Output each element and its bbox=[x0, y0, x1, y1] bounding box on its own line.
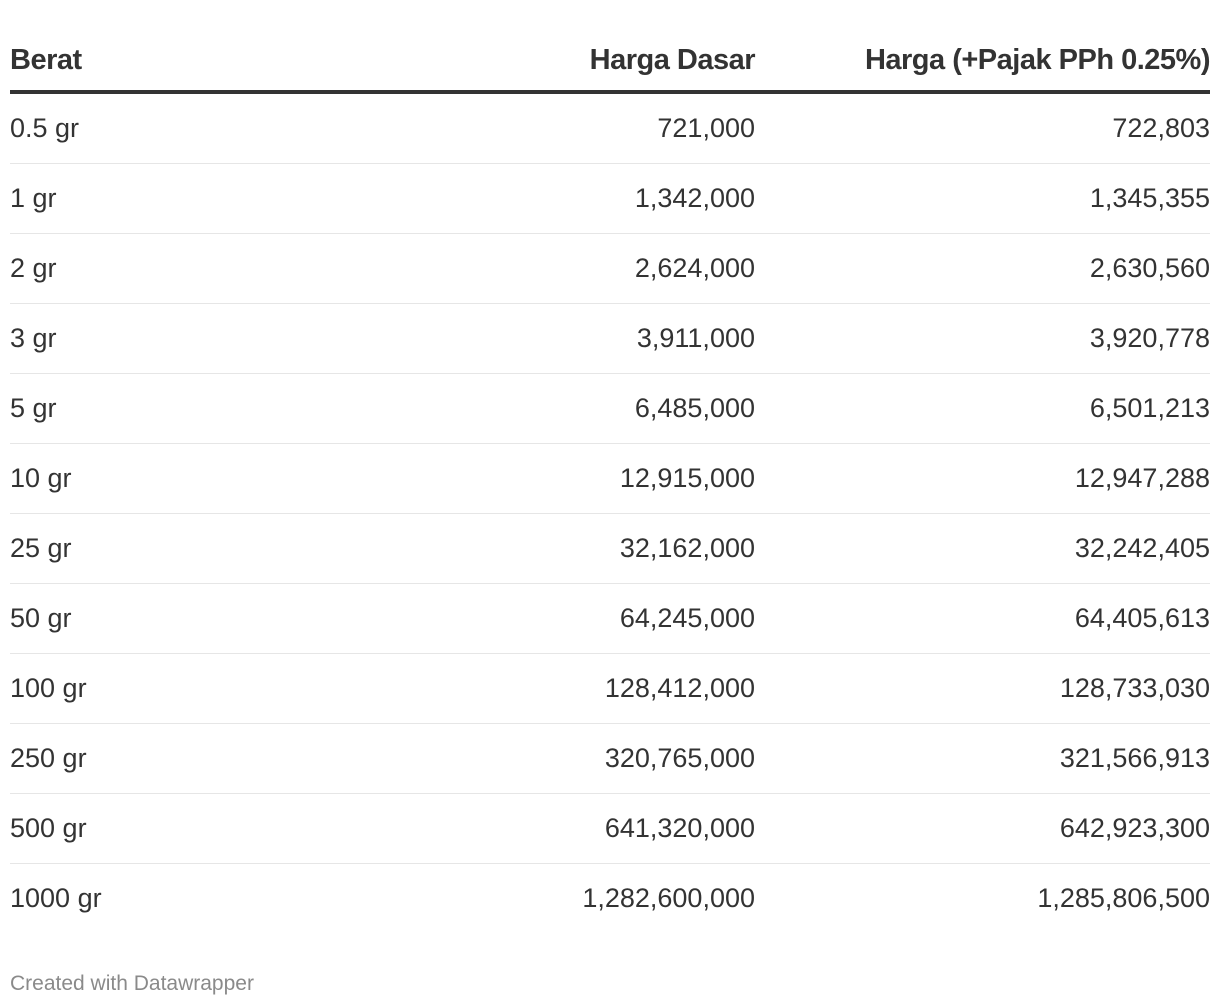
base-price-cell: 6,485,000 bbox=[310, 373, 755, 444]
weight-cell: 50 gr bbox=[10, 583, 310, 654]
table-row: 3 gr 3,911,000 3,920,778 bbox=[10, 303, 1210, 374]
base-price-cell: 1,282,600,000 bbox=[582, 883, 755, 913]
base-price-cell: 32,162,000 bbox=[310, 513, 755, 584]
datawrapper-credit: Created with Datawrapper bbox=[10, 972, 254, 995]
taxed-price-cell: 321,566,913 bbox=[755, 723, 1210, 794]
base-price-cell: 721,000 bbox=[310, 92, 755, 164]
taxed-price-cell: 64,405,613 bbox=[755, 583, 1210, 654]
header-row: Berat Harga Dasar Harga (+Pajak PPh 0.25… bbox=[10, 30, 1211, 94]
base-price-cell: 128,412,000 bbox=[310, 653, 755, 724]
base-price-cell: 1,342,000 bbox=[310, 163, 755, 234]
table-row: 2 gr 2,624,000 2,630,560 bbox=[10, 233, 1210, 304]
weight-cell: 3 gr bbox=[10, 303, 310, 374]
weight-cell: 0.5 gr bbox=[10, 92, 310, 164]
weight-cell: 1000 gr bbox=[10, 883, 102, 913]
weight-cell: 500 gr bbox=[10, 793, 310, 864]
table-row: 500 gr 641,320,000 642,923,300 bbox=[10, 793, 1210, 864]
taxed-price-cell: 12,947,288 bbox=[755, 443, 1210, 514]
column-header-berat[interactable]: Berat bbox=[10, 30, 310, 94]
taxed-price-cell: 6,501,213 bbox=[755, 373, 1210, 444]
column-header-harga-dasar[interactable]: Harga Dasar bbox=[310, 30, 756, 94]
table-row: 50 gr 64,245,000 64,405,613 bbox=[10, 583, 1210, 654]
table-row: 100 gr 128,412,000 128,733,030 bbox=[10, 653, 1210, 724]
taxed-price-cell: 128,733,030 bbox=[755, 653, 1210, 724]
table-row: 5 gr 6,485,000 6,501,213 bbox=[10, 373, 1210, 444]
taxed-price-cell: 722,803 bbox=[755, 92, 1210, 164]
price-table-container: Berat Harga Dasar Harga (+Pajak PPh 0.25… bbox=[10, 30, 1211, 933]
taxed-price-cell: 1,345,355 bbox=[755, 163, 1210, 234]
base-price-cell: 64,245,000 bbox=[310, 583, 755, 654]
table-body: 0.5 gr 721,000 722,803 1 gr 1,342,000 1,345,3… bbox=[10, 92, 1210, 933]
taxed-price-cell: 642,923,300 bbox=[755, 793, 1210, 864]
base-price-cell: 2,624,000 bbox=[310, 233, 755, 304]
table-row: 1000 gr 1,282,600,000 1,285,806,500 bbox=[10, 864, 1210, 934]
base-price-cell: 12,915,000 bbox=[310, 443, 755, 514]
weight-cell: 25 gr bbox=[10, 513, 310, 584]
base-price-cell: 641,320,000 bbox=[310, 793, 755, 864]
table-row: 1 gr 1,342,000 1,345,355 bbox=[10, 163, 1210, 234]
taxed-price-cell: 3,920,778 bbox=[755, 303, 1210, 374]
weight-cell: 2 gr bbox=[10, 233, 310, 304]
taxed-price-cell: 32,242,405 bbox=[755, 513, 1210, 584]
table-row: 10 gr 12,915,000 12,947,288 bbox=[10, 443, 1210, 514]
table-row: 25 gr 32,162,000 32,242,405 bbox=[10, 513, 1210, 584]
table-row: 250 gr 320,765,000 321,566,913 bbox=[10, 723, 1210, 794]
weight-cell: 10 gr bbox=[10, 443, 310, 514]
weight-cell: 250 gr bbox=[10, 723, 310, 794]
base-price-cell: 320,765,000 bbox=[310, 723, 755, 794]
table-row: 0.5 gr 721,000 722,803 bbox=[10, 92, 1210, 164]
base-price-cell: 3,911,000 bbox=[310, 303, 755, 374]
taxed-price-cell: 1,285,806,500 bbox=[1037, 883, 1210, 913]
taxed-price-cell: 2,630,560 bbox=[755, 233, 1210, 304]
table-header: Berat Harga Dasar Harga (+Pajak PPh 0.25… bbox=[10, 30, 1211, 94]
weight-cell: 100 gr bbox=[10, 653, 310, 724]
price-table: Berat Harga Dasar Harga (+Pajak PPh 0.25… bbox=[10, 30, 1211, 933]
weight-cell: 1 gr bbox=[10, 163, 310, 234]
weight-cell: 5 gr bbox=[10, 373, 310, 444]
column-header-harga-pajak[interactable]: Harga (+Pajak PPh 0.25%) bbox=[755, 30, 1211, 94]
